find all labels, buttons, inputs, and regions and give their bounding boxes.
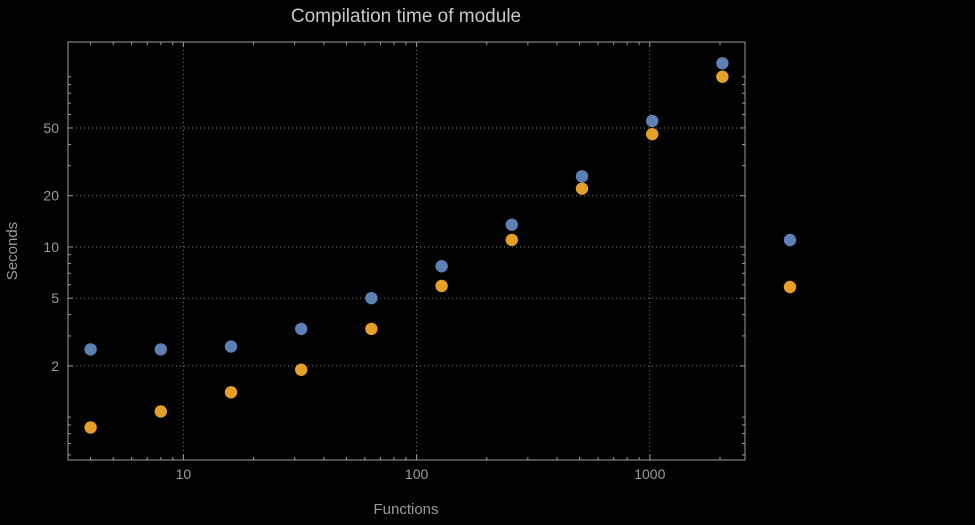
data-point [716,70,729,83]
data-point [294,363,308,376]
plot-frame [67,41,746,461]
x-tick-label: 1000 [634,466,665,482]
tick-marks [68,42,745,460]
data-point [575,182,589,195]
tick-labels: 10 100 1000 2 5 10 20 50 [43,120,665,482]
data-point [154,343,167,356]
legend-marker [783,233,797,247]
x-axis-label: Functions [373,501,439,518]
data-point [365,291,378,305]
y-tick-label: 5 [51,290,59,306]
data-point [84,343,97,356]
data-point [646,127,659,141]
frame [67,41,746,461]
data-point [646,114,659,128]
y-tick-label: 50 [43,120,59,136]
data-point [224,340,238,353]
data-point [224,386,238,399]
y-tick-label: 2 [51,358,59,374]
data-point [716,57,729,70]
legend-marker [783,280,797,294]
y-tick-label: 10 [43,239,59,255]
gridlines [68,42,745,460]
legend [783,233,797,294]
y-axis-label: Seconds [4,221,21,281]
data-point [435,260,448,273]
series-points-1 [84,57,729,356]
data-point [365,322,378,336]
series-points-2 [84,70,729,434]
y-tick-label: 20 [43,188,59,204]
data-point [294,322,308,336]
data-point [84,421,97,434]
data-point [435,279,448,293]
data-point [505,218,519,231]
data-point [154,405,167,418]
x-tick-label: 100 [405,466,429,482]
x-tick-label: 10 [176,466,192,482]
data-point [505,233,519,247]
data-point [575,170,589,183]
